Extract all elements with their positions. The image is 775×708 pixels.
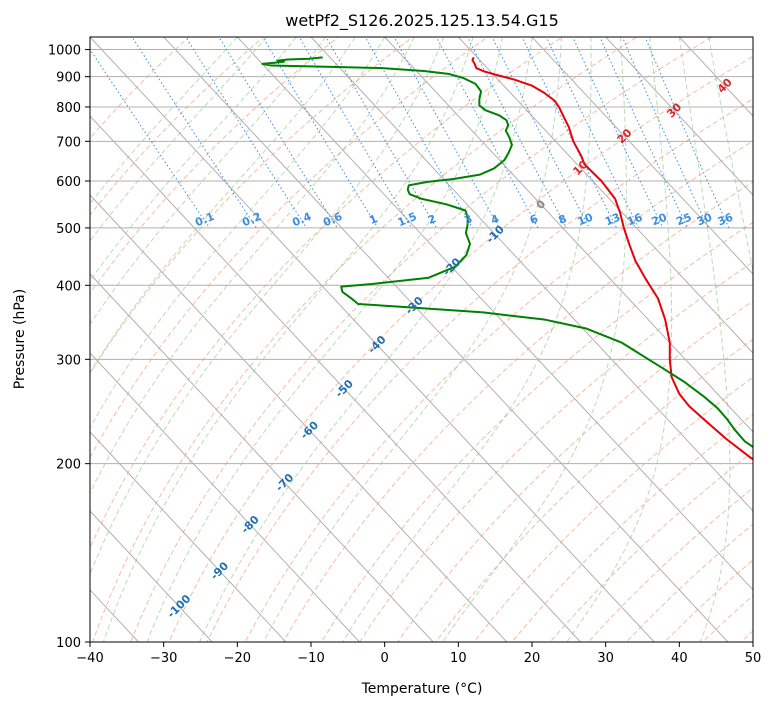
x-axis: −40 −30 −20 −10 0 10 20 30 40 50 xyxy=(76,642,761,666)
mixing-ratio-line xyxy=(545,37,640,229)
moist-adiabat xyxy=(90,37,356,374)
y-tick-label: 700 xyxy=(56,135,81,150)
mixing-ratio-line xyxy=(393,37,500,229)
isotherm-line xyxy=(604,37,753,196)
mixing-ratio-line xyxy=(435,37,539,229)
isotherm-line xyxy=(0,25,4,655)
x-tick-label: 10 xyxy=(450,651,467,666)
mixing-ratio-label: 1 xyxy=(367,212,379,227)
moist-adiabat xyxy=(678,37,731,642)
x-tick-label: 50 xyxy=(745,651,762,666)
y-tick-label: 500 xyxy=(56,222,81,237)
mixing-ratio-label: 2 xyxy=(426,212,438,227)
isotherm-line xyxy=(457,37,753,354)
dry-adiabat xyxy=(244,140,753,642)
dry-adiabat xyxy=(92,37,638,642)
grid-lines xyxy=(0,25,753,655)
y-tick-label: 1000 xyxy=(48,44,81,59)
isotherm-line xyxy=(90,431,287,642)
moist-adiabat xyxy=(146,37,504,642)
moist-adiabat xyxy=(342,37,592,642)
x-tick-label: −30 xyxy=(150,651,177,666)
mixing-ratio-label: 36 xyxy=(716,211,735,229)
mixing-ratio-line xyxy=(621,37,709,229)
moist-adiabat xyxy=(90,37,386,429)
profile-lines xyxy=(261,56,753,461)
y-tick-label: 300 xyxy=(56,353,81,368)
y-tick-label: 600 xyxy=(56,175,81,190)
dewpoint-profile-line xyxy=(261,56,753,449)
isotherm-line xyxy=(90,273,434,642)
y-tick-label: 800 xyxy=(56,101,81,116)
moist-adiabat xyxy=(90,37,238,205)
y-tick-label: 100 xyxy=(56,636,81,651)
mixing-ratio-label: 13 xyxy=(603,211,622,229)
y-tick-label: 900 xyxy=(56,71,81,86)
mixing-ratio-line xyxy=(131,37,257,229)
moist-adiabat xyxy=(90,37,297,282)
moist-adiabat xyxy=(442,37,627,642)
y-tick-label: 200 xyxy=(56,458,81,473)
dry-adiabat xyxy=(435,338,753,642)
moist-adiabat xyxy=(90,37,445,576)
x-tick-label: −20 xyxy=(224,651,251,666)
isotherm-line xyxy=(90,115,582,642)
mixing-ratio-line xyxy=(644,37,730,229)
mixing-ratio-lines xyxy=(90,37,730,229)
dry-adiabat xyxy=(130,37,713,642)
dry-adiabat xyxy=(359,261,753,642)
plot-area xyxy=(90,37,753,642)
isotherm-line xyxy=(531,37,753,275)
isotherm-line xyxy=(90,352,361,642)
mixing-ratio-label: 3 xyxy=(462,212,474,227)
dry-adiabat xyxy=(320,221,753,642)
x-tick-label: 20 xyxy=(524,651,541,666)
moist-adiabat xyxy=(566,37,673,642)
mixing-ratio-label: 25 xyxy=(674,211,693,229)
mixing-ratio-line xyxy=(185,37,307,229)
isotherm-line xyxy=(236,37,753,591)
x-tick-label: −10 xyxy=(297,651,324,666)
x-tick-label: 40 xyxy=(671,651,688,666)
moist-adiabat xyxy=(102,37,474,642)
mixing-ratio-line xyxy=(325,37,437,229)
moist-adiabat xyxy=(199,37,533,642)
mixing-ratio-line xyxy=(218,37,338,229)
x-tick-label: 0 xyxy=(381,651,389,666)
moist-adiabat xyxy=(90,37,327,326)
moist-adiabat xyxy=(708,37,753,274)
temperature-profile-line xyxy=(471,56,753,461)
mixing-ratio-line xyxy=(572,37,664,229)
y-tick-label: 400 xyxy=(56,279,81,294)
mixing-ratio-label: 10 xyxy=(576,211,595,229)
isotherm-line xyxy=(383,37,753,433)
isotherm-line xyxy=(90,194,508,642)
plot-frame xyxy=(89,36,754,643)
mixing-ratio-label: 30 xyxy=(695,211,714,229)
x-axis-title: Temperature (°C) xyxy=(361,681,483,697)
isotherm-line xyxy=(310,37,753,512)
dry-adiabat xyxy=(473,376,753,642)
mixing-ratio-label: 16 xyxy=(625,211,644,229)
mixing-ratio-label: 8 xyxy=(557,212,569,227)
y-axis: 100 200 300 400 500 600 700 800 900 1000 xyxy=(48,44,90,651)
isotherm-line xyxy=(90,37,655,642)
x-tick-label: 30 xyxy=(597,651,614,666)
mixing-ratio-line xyxy=(262,37,379,229)
y-axis-title: Pressure (hPa) xyxy=(12,289,28,389)
isotherm-line xyxy=(162,37,729,642)
chart-title: wetPf2_S126.2025.125.13.54.G15 xyxy=(285,11,559,31)
mixing-ratio-line xyxy=(298,37,413,229)
mixing-ratio-label: 20 xyxy=(650,211,669,229)
x-tick-label: −40 xyxy=(76,651,103,666)
moist-adiabat xyxy=(90,37,415,495)
isotherm-line xyxy=(90,510,213,642)
dry-adiabat xyxy=(90,37,265,216)
